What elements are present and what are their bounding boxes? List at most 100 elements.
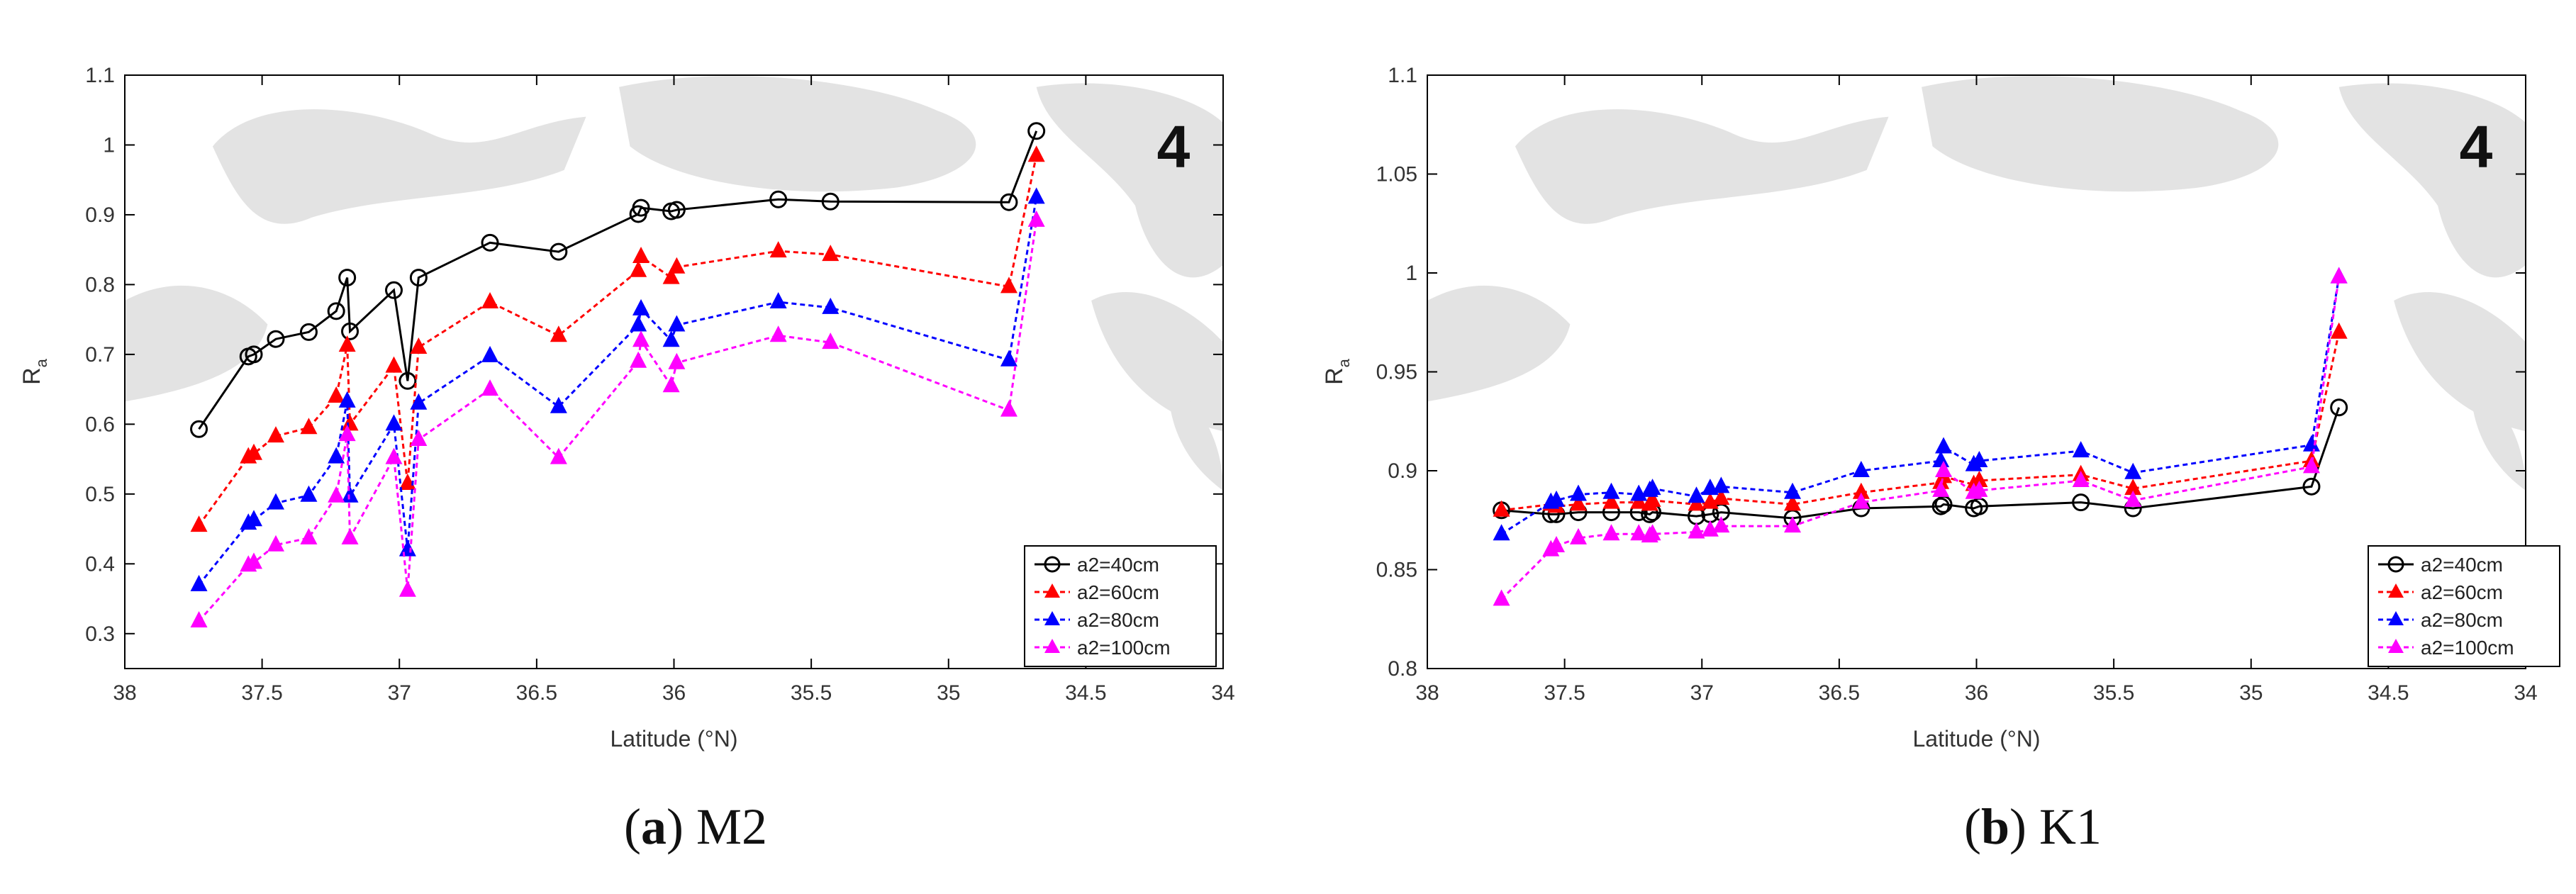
x-tick-label: 34.5 bbox=[2368, 681, 2409, 705]
x-tick-label: 35 bbox=[937, 681, 960, 705]
legend-marker bbox=[1044, 556, 1061, 573]
legend-label: a2=60cm bbox=[2421, 581, 2503, 603]
data-point bbox=[1970, 451, 1988, 468]
y-axis-label-subscript: a bbox=[1335, 358, 1353, 367]
data-point bbox=[550, 242, 568, 261]
y-tick-label: 0.6 bbox=[85, 413, 115, 436]
data-point bbox=[662, 376, 680, 393]
land-shape bbox=[619, 76, 976, 192]
data-point bbox=[245, 345, 263, 364]
series-a2=60cm bbox=[1493, 322, 2348, 517]
x-tick-label: 37 bbox=[1690, 681, 1714, 705]
y-tick-label: 0.9 bbox=[1388, 459, 1417, 483]
data-point bbox=[1548, 490, 1566, 507]
data-point bbox=[2124, 462, 2142, 479]
data-point bbox=[299, 323, 318, 341]
x-tick-label: 35 bbox=[2239, 681, 2263, 705]
series-a2=100cm bbox=[190, 210, 1045, 628]
data-point bbox=[385, 414, 403, 431]
data-point bbox=[327, 302, 345, 320]
chart-panel-b: 38 37.5 37 36.5 36 35.5 35 34.5 34 0.8 0.85 0.9 0.95… bbox=[1321, 64, 2560, 751]
legend-marker bbox=[2388, 583, 2404, 598]
series-a2=60cm bbox=[190, 145, 1045, 532]
data-point bbox=[410, 337, 428, 354]
y-tick-label: 0.3 bbox=[85, 622, 115, 646]
data-point bbox=[1712, 488, 1730, 505]
data-point bbox=[632, 298, 650, 315]
data-point bbox=[190, 420, 208, 438]
caption-a: (a) M2 bbox=[624, 798, 767, 855]
data-point bbox=[2302, 477, 2321, 496]
data-point bbox=[267, 493, 284, 510]
series-line bbox=[198, 197, 1038, 586]
data-point bbox=[1970, 470, 1988, 487]
legend: a2=40cm a2=60cm a2=80cm a2=100cm bbox=[1024, 545, 1217, 667]
data-point bbox=[341, 527, 359, 544]
data-point bbox=[1712, 476, 1730, 493]
data-point bbox=[1602, 482, 1620, 499]
data-point bbox=[2302, 435, 2320, 452]
data-point bbox=[2072, 441, 2090, 458]
data-point bbox=[481, 379, 499, 396]
legend-marker bbox=[2388, 639, 2404, 653]
data-point bbox=[1027, 210, 1045, 227]
data-point bbox=[1027, 145, 1045, 162]
data-point bbox=[190, 515, 208, 532]
x-tick-label: 34 bbox=[1211, 681, 1234, 705]
land-shape bbox=[2470, 384, 2526, 491]
data-point bbox=[632, 330, 650, 347]
data-point bbox=[385, 281, 403, 299]
data-point bbox=[267, 535, 284, 552]
data-point bbox=[398, 371, 417, 390]
data-point bbox=[385, 447, 403, 464]
data-point bbox=[1852, 482, 1870, 499]
y-tick-label: 1 bbox=[1405, 262, 1417, 285]
y-tick-label: 1.1 bbox=[1388, 64, 1417, 87]
x-tick-label: 36.5 bbox=[516, 681, 557, 705]
legend-label: a2=100cm bbox=[2421, 637, 2514, 659]
land-shape bbox=[2338, 83, 2526, 278]
data-point bbox=[1784, 494, 1802, 511]
data-point bbox=[398, 580, 416, 597]
map-background-land bbox=[1427, 76, 2526, 491]
data-point bbox=[2072, 493, 2090, 512]
y-tick-label: 0.8 bbox=[1388, 657, 1417, 681]
x-tick-label: 35.5 bbox=[791, 681, 832, 705]
legend-marker bbox=[2387, 556, 2404, 573]
data-point bbox=[1970, 480, 1988, 497]
data-point bbox=[410, 393, 428, 410]
legend-label: a2=40cm bbox=[2421, 554, 2503, 576]
data-point bbox=[341, 322, 359, 340]
data-point bbox=[300, 527, 318, 544]
data-point bbox=[1784, 516, 1802, 533]
data-point bbox=[2330, 267, 2348, 284]
data-point bbox=[1644, 479, 1661, 496]
data-point bbox=[1569, 527, 1587, 544]
data-point bbox=[1630, 524, 1648, 541]
y-axis-label: Ra bbox=[18, 358, 50, 385]
data-point bbox=[1027, 187, 1045, 204]
data-point bbox=[267, 426, 284, 443]
land-shape bbox=[212, 109, 586, 224]
legend-marker bbox=[2388, 611, 2404, 625]
data-point bbox=[1000, 350, 1017, 367]
series-line bbox=[198, 220, 1038, 622]
series-line bbox=[1501, 407, 2341, 520]
data-point bbox=[550, 325, 567, 342]
data-point bbox=[2330, 398, 2348, 417]
legend-label: a2=80cm bbox=[2421, 609, 2503, 631]
land-shape bbox=[1427, 285, 1571, 402]
data-point bbox=[190, 574, 208, 591]
x-tick-label: 38 bbox=[1415, 681, 1439, 705]
x-axis-label: Latitude (°N) bbox=[610, 726, 738, 751]
data-point bbox=[1688, 486, 1705, 503]
data-point bbox=[630, 351, 647, 368]
data-point bbox=[338, 269, 357, 287]
data-point bbox=[1932, 480, 1950, 497]
data-point bbox=[1493, 589, 1510, 606]
map-station-marker: 4 bbox=[2460, 113, 2493, 180]
data-point bbox=[338, 335, 356, 352]
legend-label: a2=80cm bbox=[1077, 609, 1159, 631]
data-point bbox=[821, 192, 840, 211]
